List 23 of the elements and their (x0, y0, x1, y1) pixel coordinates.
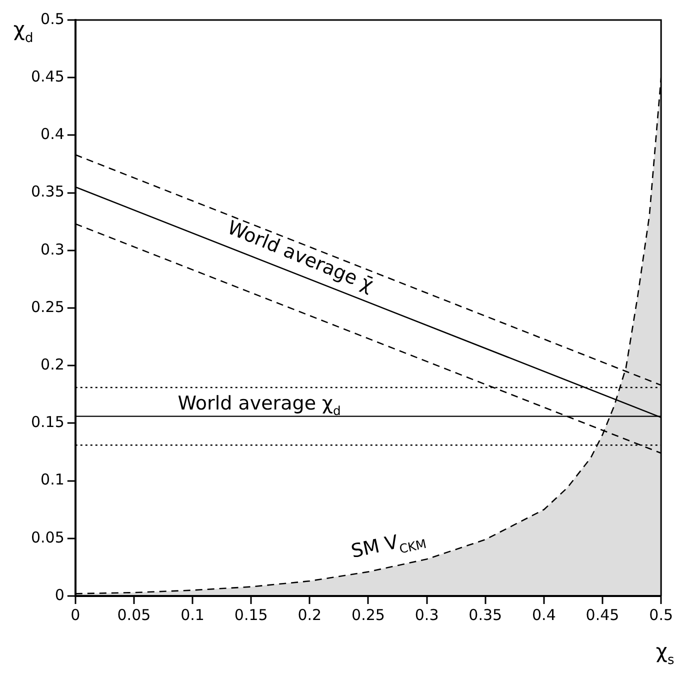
x-tick-label: 0.05 (117, 606, 151, 624)
y-tick-label: 0.2 (40, 355, 64, 374)
y-tick-label: 0.35 (30, 182, 64, 201)
y-tick-label: 0.4 (40, 125, 64, 144)
x-tick-label: 0.3 (414, 606, 439, 624)
x-tick-label: 0.35 (468, 606, 502, 624)
x-tick-label: 0.1 (180, 606, 204, 624)
y-tick-label: 0.05 (30, 528, 64, 546)
x-tick-label: 0.2 (298, 606, 322, 624)
x-tick-label: 0.4 (532, 606, 556, 624)
x-tick-label: 0.45 (586, 606, 620, 624)
y-tick-label: 0.25 (30, 298, 64, 316)
y-tick-label: 0.5 (40, 10, 64, 28)
x-tick-label: 0.15 (234, 606, 268, 624)
y-tick-label: 0 (54, 586, 64, 604)
y-tick-label: 0.1 (40, 470, 64, 489)
y-tick-label: 0.3 (40, 240, 64, 258)
annotation: SM VCKM (349, 531, 428, 563)
x-tick-label: 0 (70, 606, 80, 624)
y-tick-label: 0.15 (30, 413, 64, 432)
x-tick-label: 0.5 (649, 606, 673, 624)
x-tick-label: 0.25 (352, 606, 385, 624)
y-tick-label: 0.45 (30, 67, 64, 86)
